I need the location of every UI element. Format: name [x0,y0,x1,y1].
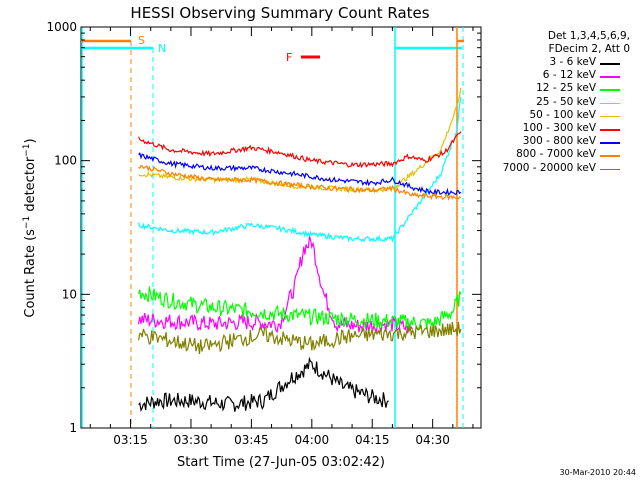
legend-label: 800 - 7000 keV [516,148,596,161]
legend-swatch [600,102,620,105]
series-group [138,87,462,413]
timestamp: 30-Mar-2010 20:44 [560,468,637,477]
legend-label: 25 - 50 keV [536,95,596,108]
x-tick-label: 04:00 [295,433,330,447]
legend-swatch [600,168,620,171]
legend-label: 3 - 6 keV [549,56,596,68]
y-tick-label: 1000 [46,20,77,34]
legend-swatch [600,76,620,78]
legend-swatch [600,89,620,91]
legend-label: 300 - 800 keV [522,135,596,148]
legend-swatch [600,115,620,118]
series-line-7 [138,164,462,201]
series-line-3 [138,96,462,243]
y-tick-label: 100 [54,154,77,168]
y-ticks: 1 10 100 1000 [46,20,481,435]
legend-swatch [600,129,620,131]
x-tick-label: 03:45 [234,433,269,447]
legend-label: 50 - 100 keV [529,108,596,121]
x-tick-label: 03:15 [113,433,148,447]
x-tick-label: 04:30 [415,433,450,447]
series-line-8 [138,321,462,354]
y-axis-label: Count Rate (s−1 detector−1) [22,138,38,317]
legend-header: Det 1,3,4,5,6,9, [547,30,630,42]
y-tick-label: 1 [69,421,77,435]
series-line-0 [138,356,389,413]
x-ticks: 03:15 03:30 03:45 04:00 04:15 04:30 [89,27,474,447]
flare-label: F [286,51,292,64]
legend-label: 12 - 25 keV [536,82,596,95]
series-line-5 [138,131,462,169]
series-line-6 [138,152,462,196]
legend-swatch [600,142,620,144]
legend-label: 100 - 300 keV [522,122,596,134]
series-line-2 [138,286,462,331]
plot-border [80,26,482,429]
saa-label: S [138,34,145,47]
annotation-lines: SN F [81,27,464,428]
x-tick-label: 04:15 [355,433,390,447]
x-axis-label: Start Time (27-Jun-05 03:02:42) [177,455,385,470]
legend-swatch [600,63,620,65]
night-label: N [158,42,166,55]
chart-title: HESSI Observing Summary Count Rates [130,4,429,22]
y-tick-label: 10 [62,287,77,301]
legend-swatch [600,155,620,157]
series-line-4 [138,87,462,194]
x-tick-label: 03:30 [174,433,209,447]
plot-frame [80,26,482,429]
legend-label: 6 - 12 keV [542,69,596,82]
legend-header: FDecim 2, Att 0 [548,43,630,55]
legend-label: 7000 - 20000 keV [502,161,596,174]
